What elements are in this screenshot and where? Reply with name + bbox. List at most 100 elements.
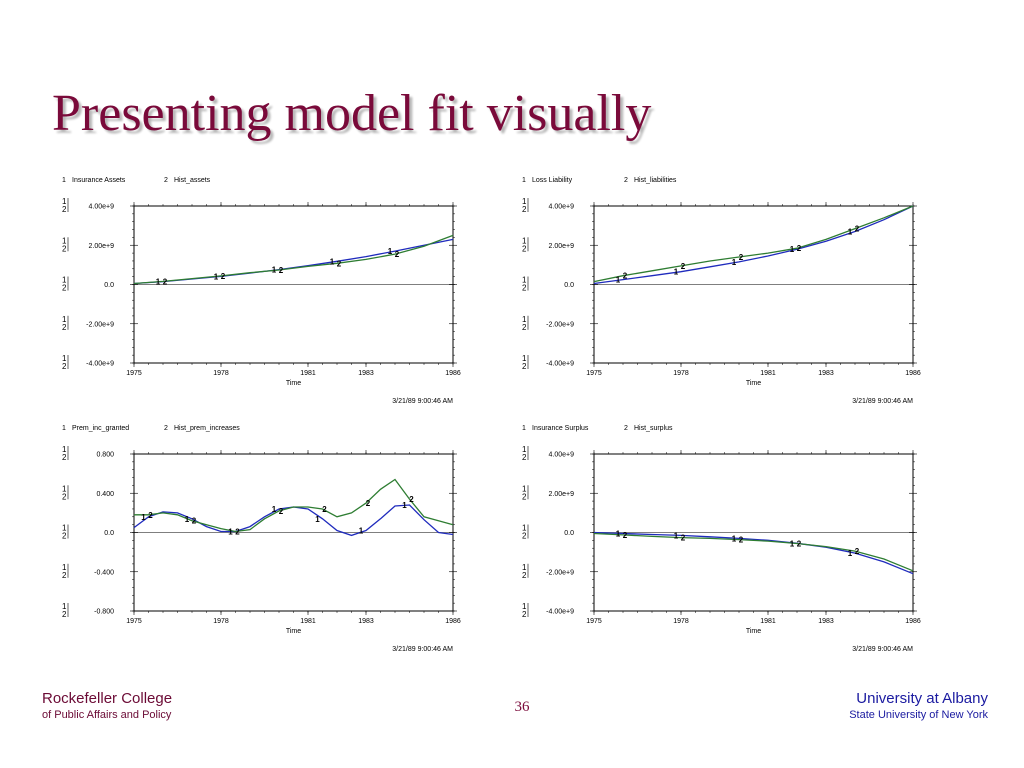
series-1-point-label: 1	[272, 505, 277, 514]
y-axis-series-marker: 2	[62, 492, 67, 501]
y-axis-series-marker: 1	[522, 354, 527, 363]
footer-left: Rockefeller College of Public Affairs an…	[42, 690, 172, 722]
y-axis-series-marker: 1	[62, 602, 67, 611]
series-2-line	[593, 205, 914, 283]
y-tick-label: 2.00e+9	[549, 491, 575, 498]
y-axis-series-marker: 2	[62, 571, 67, 580]
series-2-point-label: 2	[322, 505, 327, 514]
x-tick-label: 1983	[818, 618, 834, 625]
legend-name: Hist_prem_increases	[174, 425, 240, 432]
x-tick-label: 1986	[905, 618, 921, 625]
legend-name: Prem_inc_granted	[72, 425, 129, 432]
y-tick-label: 4.00e+9	[549, 204, 575, 211]
y-axis-series-marker: 1	[62, 315, 67, 324]
y-tick-label: 0.800	[96, 452, 114, 459]
series-2-point-label: 2	[235, 528, 240, 537]
y-tick-label: -2.00e+9	[546, 321, 574, 328]
series-1-point-label: 1	[732, 258, 737, 267]
y-axis-series-marker: 1	[62, 484, 67, 493]
series-2-point-label: 2	[366, 499, 371, 508]
y-axis-series-marker: 2	[522, 492, 527, 501]
slide-title: Presenting model fit visually	[52, 85, 652, 142]
y-axis-series-marker: 2	[522, 532, 527, 541]
series-1-point-label: 1	[388, 247, 393, 256]
y-tick-label: 2.00e+9	[549, 243, 575, 250]
x-tick-label: 1978	[213, 370, 229, 377]
series-1-line	[133, 238, 454, 285]
series-1-point-label: 1	[616, 529, 621, 538]
y-tick-label: -4.00e+9	[546, 609, 574, 616]
x-tick-label: 1975	[126, 370, 142, 377]
series-2-point-label: 2	[221, 272, 226, 281]
y-axis-series-marker: 2	[62, 362, 67, 371]
x-tick-label: 1978	[213, 618, 229, 625]
series-2-point-label: 2	[279, 507, 284, 516]
legend-id: 1	[62, 425, 66, 432]
y-tick-label: -4.00e+9	[86, 361, 114, 368]
y-tick-label: -2.00e+9	[546, 569, 574, 576]
series-1-line	[593, 205, 914, 285]
series-1-point-label: 1	[674, 531, 679, 540]
y-axis-series-marker: 1	[62, 197, 67, 206]
series-1-point-label: 1	[732, 534, 737, 543]
series-1-point-label: 1	[315, 515, 320, 524]
series-2-point-label: 2	[337, 259, 342, 268]
y-tick-label: 0.0	[564, 282, 574, 289]
y-axis-series-marker: 2	[522, 323, 527, 332]
x-axis-label: Time	[746, 628, 761, 635]
legend-name: Hist_surplus	[634, 425, 673, 432]
series-2-point-label: 2	[163, 277, 168, 286]
y-axis-series-marker: 1	[522, 445, 527, 454]
y-axis-series-marker: 2	[522, 284, 527, 293]
series-2-line	[134, 478, 454, 533]
legend-id: 1	[522, 425, 526, 432]
y-axis-series-marker: 1	[522, 315, 527, 324]
series-1-point-label: 1	[214, 272, 219, 281]
series-2-line	[593, 532, 914, 572]
y-axis-series-marker: 1	[62, 354, 67, 363]
x-tick-label: 1975	[586, 618, 602, 625]
series-2-point-label: 2	[855, 547, 860, 556]
legend-id: 1	[522, 177, 526, 184]
x-tick-label: 1975	[126, 618, 142, 625]
series-1-point-label: 1	[848, 228, 853, 237]
series-1-point-label: 1	[141, 513, 146, 522]
series-2-line	[133, 234, 454, 285]
series-1-line	[593, 531, 914, 575]
x-tick-label: 1983	[358, 618, 374, 625]
chart-timestamp: 3/21/89 9:00:46 AM	[852, 646, 913, 653]
legend-id: 2	[624, 177, 628, 184]
x-axis-label: Time	[286, 628, 301, 635]
y-axis-series-marker: 1	[522, 276, 527, 285]
college-name: Rockefeller College	[42, 690, 173, 707]
x-tick-label: 1978	[673, 618, 689, 625]
x-tick-label: 1986	[445, 618, 461, 625]
y-axis-series-marker: 2	[62, 610, 67, 619]
y-axis-series-marker: 2	[62, 453, 67, 462]
y-axis-series-marker: 1	[62, 524, 67, 533]
legend-name: Hist_liabilities	[634, 177, 677, 184]
footer-right: University at Albany State University of…	[849, 690, 988, 722]
y-tick-label: 4.00e+9	[549, 452, 575, 459]
series-2-point-label: 2	[739, 536, 744, 545]
y-tick-label: 2.00e+9	[89, 243, 115, 250]
series-2-point-label: 2	[148, 511, 153, 520]
series-1-point-label: 1	[272, 266, 277, 275]
legend-name: Insurance Assets	[72, 177, 126, 184]
series-1-point-label: 1	[790, 245, 795, 254]
chart-timestamp: 3/21/89 9:00:46 AM	[392, 646, 453, 653]
university-subtitle: State University of New York	[849, 709, 988, 721]
y-tick-label: 0.0	[564, 530, 574, 537]
x-tick-label: 1986	[445, 370, 461, 377]
legend-id: 2	[164, 425, 168, 432]
series-1-point-label: 1	[674, 268, 679, 277]
x-tick-label: 1978	[673, 370, 689, 377]
y-axis-series-marker: 1	[522, 602, 527, 611]
x-tick-label: 1981	[300, 370, 316, 377]
y-axis-series-marker: 2	[522, 205, 527, 214]
y-axis-series-marker: 1	[62, 445, 67, 454]
x-tick-label: 1983	[818, 370, 834, 377]
x-tick-label: 1981	[760, 618, 776, 625]
